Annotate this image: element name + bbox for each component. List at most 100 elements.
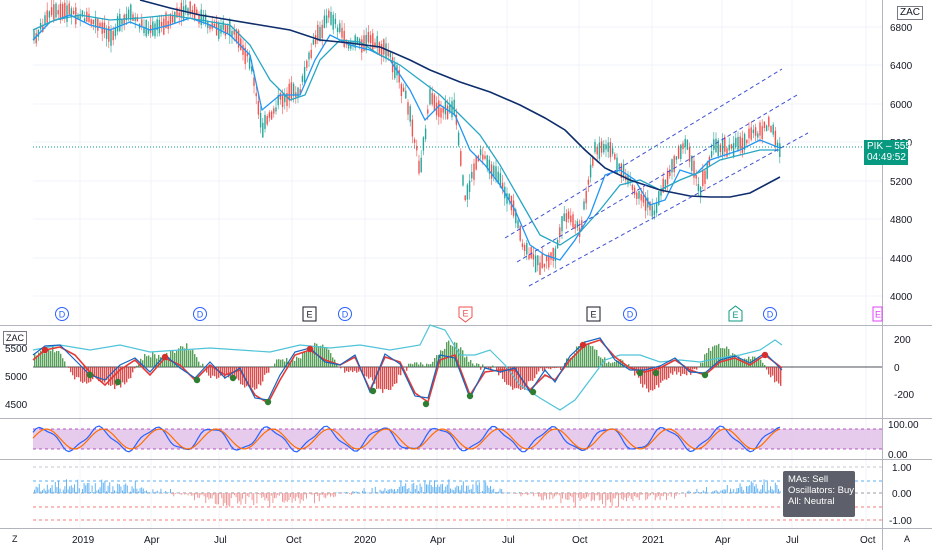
rating-bar: [437, 484, 439, 494]
osc-bar: [378, 367, 380, 389]
rating-bar: [698, 491, 699, 494]
candle-body: [675, 156, 678, 160]
dividend-marker[interactable]: D: [763, 307, 777, 321]
osc-bar: [194, 354, 196, 367]
rating-bar: [678, 493, 680, 495]
candle-body: [321, 24, 323, 39]
osc-bar: [172, 350, 174, 367]
candle-body: [378, 42, 381, 54]
rating-bar: [38, 483, 40, 494]
candle-body: [684, 138, 686, 147]
candle-body: [567, 211, 570, 219]
rating-bar: [240, 493, 242, 505]
dividend-marker[interactable]: D: [338, 307, 352, 321]
earnings-marker[interactable]: E: [302, 306, 317, 322]
candle-body: [680, 144, 682, 160]
candle-body: [559, 227, 561, 237]
osc-bar: [416, 362, 418, 367]
rating-bar: [307, 493, 309, 494]
rating-bar: [526, 493, 528, 496]
osc-bar: [184, 348, 186, 367]
osc-bar: [588, 344, 590, 367]
oscillator-symbol-badge[interactable]: ZAC: [3, 331, 27, 345]
candle-body: [655, 202, 658, 213]
candle-body: [385, 43, 387, 59]
rating-bar: [400, 481, 402, 494]
crossover-dot: [422, 400, 430, 408]
rating-bar: [606, 493, 608, 501]
rating-bar: [197, 493, 199, 498]
osc-bar: [38, 352, 40, 367]
dividend-marker[interactable]: D: [193, 307, 207, 321]
rating-bar: [347, 492, 349, 494]
candle-body: [171, 15, 174, 23]
osc-bar: [614, 361, 616, 367]
rating-bar: [685, 493, 687, 498]
candle-body: [185, 4, 187, 13]
rating-bar: [749, 485, 751, 494]
rating-bar: [309, 493, 311, 494]
oscillator-blue-line: [32, 337, 783, 401]
dividend-marker[interactable]: D: [55, 307, 69, 321]
candle-body: [534, 255, 537, 273]
rating-bar: [589, 493, 591, 495]
osc-bar: [660, 367, 662, 383]
rating-bar: [320, 493, 322, 495]
rating-bar: [35, 486, 37, 494]
rating-bar: [549, 493, 551, 500]
candle-body: [156, 19, 158, 31]
earnings-marker[interactable]: E: [728, 305, 743, 322]
settings-icon[interactable]: Z: [12, 534, 18, 544]
rating-bar: [93, 492, 95, 494]
osc-bar: [648, 367, 650, 393]
earnings-marker[interactable]: E: [586, 306, 601, 322]
candle-body: [398, 70, 400, 83]
rating-bar: [538, 493, 539, 497]
earnings-marker[interactable]: E: [872, 306, 883, 322]
earnings-marker[interactable]: E: [458, 306, 473, 323]
rating-bar: [166, 492, 168, 494]
symbol-badge[interactable]: ZAC: [897, 6, 923, 20]
rating-bar: [349, 493, 351, 495]
candle-body: [699, 187, 702, 197]
dividend-marker[interactable]: D: [623, 307, 637, 321]
rating-bar: [154, 492, 155, 494]
candle-body: [462, 175, 464, 186]
rating-bar: [477, 485, 479, 494]
rating-bar: [69, 486, 71, 494]
rating-bar: [365, 491, 367, 494]
tooltip-oscillators: Oscillators: Buy: [788, 485, 854, 496]
stoch-tick: 100.00: [888, 420, 919, 431]
candle-body: [479, 149, 482, 156]
candle-body: [209, 24, 211, 30]
osc-bar: [282, 359, 284, 367]
candle-body: [237, 30, 240, 48]
candle-body: [123, 14, 125, 26]
osc-bar: [560, 367, 562, 370]
auto-scale-icon[interactable]: A: [904, 534, 911, 544]
rating-bar: [226, 493, 227, 506]
osc-bar: [382, 367, 384, 393]
rating-bar: [72, 487, 74, 494]
rating-bar: [147, 492, 149, 494]
candle-body: [303, 66, 306, 83]
candle-body: [336, 27, 339, 32]
candle-body: [224, 24, 227, 36]
osc-bar: [314, 342, 316, 367]
candle-body: [149, 24, 152, 33]
rating-bar: [224, 493, 226, 504]
rating-bar: [600, 493, 602, 500]
rating-tick: -1.00: [889, 516, 912, 527]
osc-bar: [686, 367, 688, 376]
rating-bar: [88, 482, 90, 494]
rating-bar: [530, 492, 531, 494]
candle-body: [697, 183, 700, 192]
rating-bar: [310, 493, 312, 495]
candle-body: [618, 163, 620, 169]
candle-body: [262, 122, 264, 138]
rating-bar: [432, 486, 434, 494]
rating-bar: [200, 493, 202, 496]
osc-bar: [136, 365, 138, 367]
rating-bar: [485, 482, 487, 494]
